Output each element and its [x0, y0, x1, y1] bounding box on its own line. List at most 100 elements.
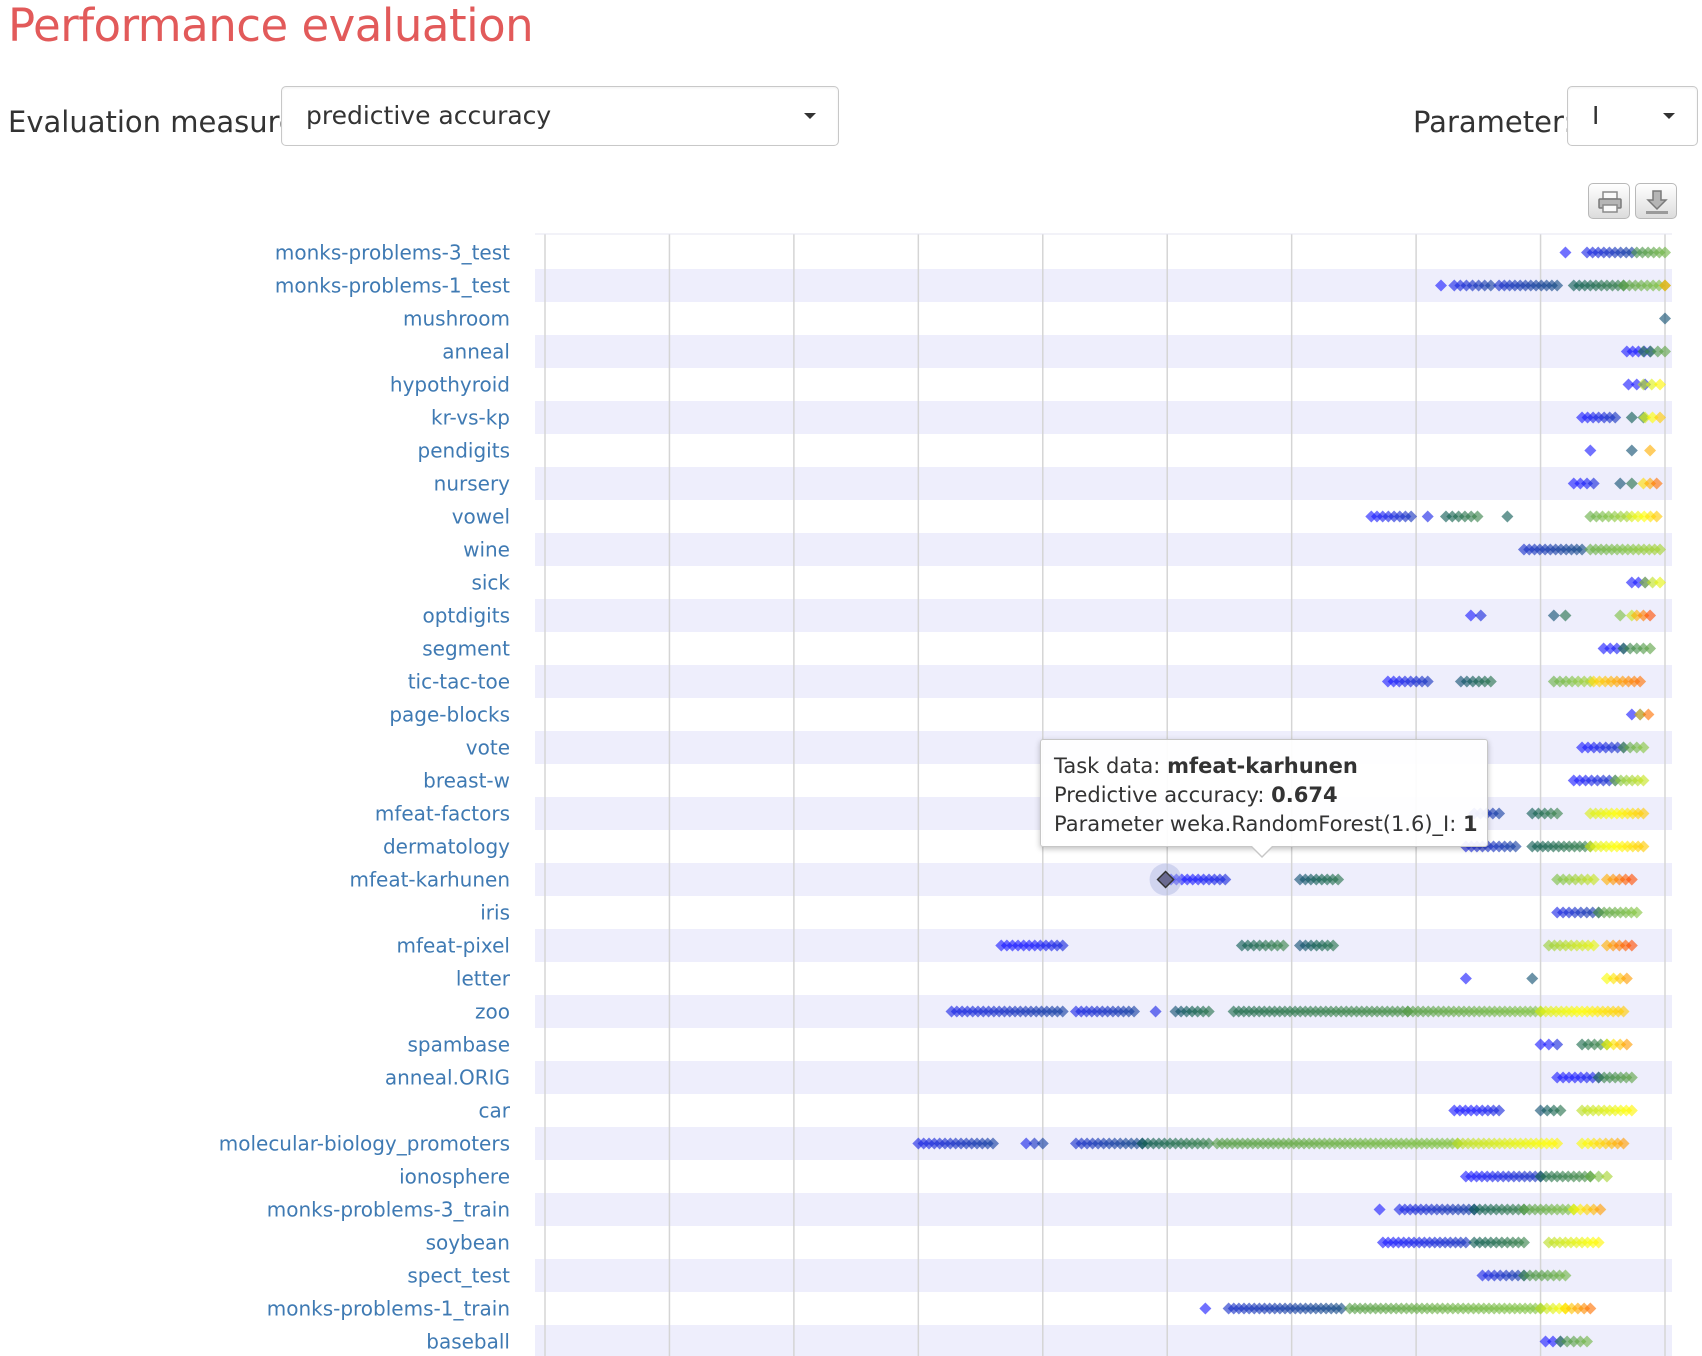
data-point[interactable] [1625, 576, 1638, 589]
data-point[interactable] [1526, 972, 1539, 985]
data-point[interactable] [1551, 1137, 1564, 1150]
data-point[interactable] [1644, 510, 1657, 523]
data-point[interactable] [1551, 873, 1564, 886]
category-label[interactable]: monks-problems-1_train [267, 1297, 510, 1321]
category-label[interactable]: hypothyroid [390, 373, 510, 397]
data-point[interactable] [1607, 1038, 1620, 1051]
category-label[interactable]: iris [480, 901, 510, 925]
data-point[interactable] [1637, 741, 1650, 754]
data-point[interactable] [1597, 642, 1610, 655]
data-point[interactable] [1607, 873, 1620, 886]
category-label[interactable]: breast-w [423, 769, 510, 793]
data-point[interactable] [1581, 477, 1594, 490]
data-point[interactable] [1563, 873, 1576, 886]
data-point[interactable] [1644, 477, 1657, 490]
data-point[interactable] [1600, 1170, 1613, 1183]
data-point[interactable] [1592, 1236, 1605, 1249]
category-label[interactable]: zoo [475, 1000, 510, 1024]
data-point[interactable] [1551, 279, 1564, 292]
evaluation-measure-select[interactable]: predictive accuracy [281, 86, 839, 146]
data-point[interactable] [1539, 1335, 1552, 1348]
data-point[interactable] [1644, 444, 1657, 457]
category-label[interactable]: mfeat-karhunen [349, 868, 510, 892]
data-point[interactable] [1534, 1302, 1547, 1315]
data-point[interactable] [1604, 642, 1617, 655]
data-point[interactable] [1630, 378, 1643, 391]
data-point[interactable] [1572, 675, 1585, 688]
data-point[interactable] [1650, 510, 1663, 523]
data-point[interactable] [1544, 807, 1557, 820]
data-point[interactable] [1644, 609, 1657, 622]
data-point[interactable] [1551, 1038, 1564, 1051]
data-point[interactable] [1538, 807, 1551, 820]
data-point[interactable] [1547, 1104, 1560, 1117]
data-point[interactable] [1614, 1038, 1627, 1051]
data-point[interactable] [1654, 576, 1667, 589]
print-button[interactable] [1588, 183, 1630, 219]
data-point[interactable] [1638, 510, 1651, 523]
data-point[interactable] [1594, 1038, 1607, 1051]
data-point[interactable] [1474, 609, 1487, 622]
data-point[interactable] [1625, 873, 1638, 886]
data-point[interactable] [1637, 774, 1650, 787]
data-point[interactable] [1574, 1203, 1587, 1216]
data-point[interactable] [1574, 477, 1587, 490]
data-point[interactable] [1600, 972, 1613, 985]
data-point[interactable] [1651, 345, 1664, 358]
category-label[interactable]: anneal [442, 340, 510, 364]
category-label[interactable]: monks-problems-1_test [275, 274, 510, 298]
data-point[interactable] [1584, 444, 1597, 457]
data-point[interactable] [1534, 1104, 1547, 1117]
category-label[interactable]: ionosphere [399, 1165, 510, 1189]
data-point[interactable] [1620, 972, 1633, 985]
data-point[interactable] [1576, 543, 1589, 556]
data-point[interactable] [1642, 708, 1655, 721]
data-point[interactable] [1509, 840, 1522, 853]
data-point[interactable] [1202, 1137, 1215, 1150]
data-point[interactable] [1630, 642, 1643, 655]
category-label[interactable]: molecular-biology_promoters [219, 1132, 510, 1156]
data-point[interactable] [1600, 1038, 1613, 1051]
data-point[interactable] [1056, 1005, 1069, 1018]
category-label[interactable]: segment [422, 637, 510, 661]
data-point[interactable] [1478, 279, 1491, 292]
data-point[interactable] [1541, 1104, 1554, 1117]
data-point[interactable] [1028, 1137, 1041, 1150]
data-point[interactable] [1625, 510, 1638, 523]
data-point[interactable] [1650, 477, 1663, 490]
category-label[interactable]: mfeat-factors [375, 802, 510, 826]
data-point[interactable] [1644, 345, 1657, 358]
category-label[interactable]: optdigits [422, 604, 510, 628]
data-point[interactable] [1617, 642, 1630, 655]
data-point[interactable] [1571, 1302, 1584, 1315]
data-point[interactable] [1574, 1335, 1587, 1348]
data-point[interactable] [1614, 510, 1627, 523]
data-point[interactable] [1600, 873, 1613, 886]
data-point[interactable] [1486, 807, 1499, 820]
data-point[interactable] [1588, 1038, 1601, 1051]
data-point[interactable] [1517, 1236, 1530, 1249]
data-point[interactable] [1454, 279, 1467, 292]
data-point[interactable] [1637, 477, 1650, 490]
category-label[interactable]: vowel [452, 505, 510, 529]
data-point[interactable] [1619, 873, 1632, 886]
data-point[interactable] [1637, 345, 1650, 358]
data-point[interactable] [1634, 675, 1647, 688]
data-point[interactable] [1464, 609, 1477, 622]
data-point[interactable] [1617, 741, 1630, 754]
data-point[interactable] [1625, 411, 1638, 424]
data-point[interactable] [1484, 675, 1497, 688]
data-point[interactable] [1484, 279, 1497, 292]
data-point[interactable] [1202, 1005, 1215, 1018]
data-point[interactable] [1459, 1236, 1472, 1249]
data-point[interactable] [1613, 873, 1626, 886]
data-point[interactable] [1421, 510, 1434, 523]
data-point[interactable] [1608, 510, 1621, 523]
data-point[interactable] [1439, 510, 1452, 523]
category-label[interactable]: nursery [434, 472, 511, 496]
data-point[interactable] [1327, 939, 1340, 952]
data-point[interactable] [1622, 378, 1635, 391]
data-point[interactable] [1617, 1137, 1630, 1150]
data-point[interactable] [1659, 312, 1671, 325]
data-point[interactable] [1659, 279, 1671, 292]
